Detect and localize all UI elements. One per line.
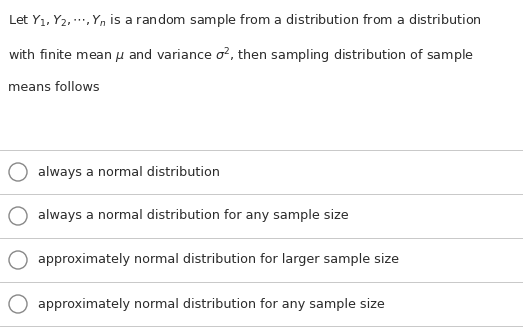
Text: means follows: means follows — [8, 81, 99, 94]
Text: approximately normal distribution for any sample size: approximately normal distribution for an… — [38, 297, 385, 310]
Text: Let $Y_1, Y_2, \cdots, Y_n$ is a random sample from a distribution from a distri: Let $Y_1, Y_2, \cdots, Y_n$ is a random … — [8, 12, 482, 29]
Text: always a normal distribution for any sample size: always a normal distribution for any sam… — [38, 209, 349, 222]
Text: always a normal distribution: always a normal distribution — [38, 165, 220, 179]
Text: with finite mean $\mu$ and variance $\sigma^2$, then sampling distribution of sa: with finite mean $\mu$ and variance $\si… — [8, 46, 474, 66]
Text: approximately normal distribution for larger sample size: approximately normal distribution for la… — [38, 254, 399, 267]
